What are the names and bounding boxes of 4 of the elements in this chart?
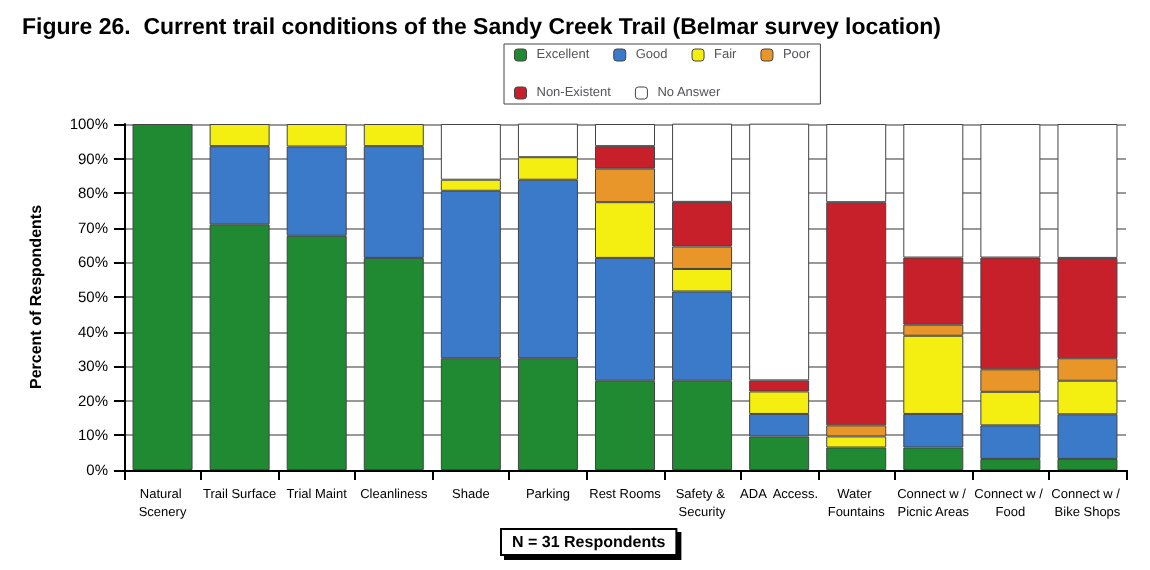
text: N = 31 Respondents: [512, 533, 667, 551]
bar: [132, 124, 193, 470]
chart-title: Figure 26. Current trail conditions of the Sandy Creek Trail (Belmar survey location): [22, 16, 942, 40]
y-axis-title: Percent of Respondents: [27, 203, 45, 390]
